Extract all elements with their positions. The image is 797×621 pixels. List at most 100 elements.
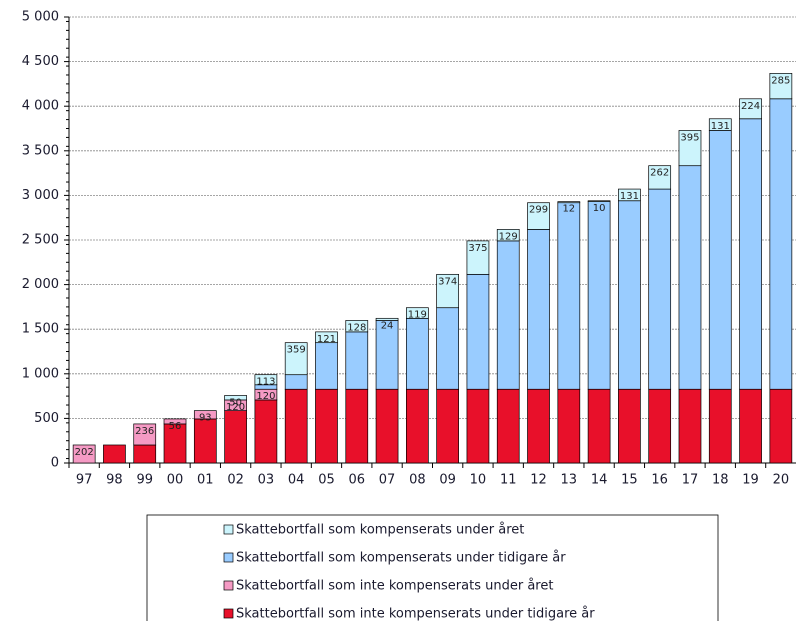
x-tick-label: 06	[348, 473, 365, 488]
x-tick-label: 97	[76, 473, 93, 488]
y-tick-label: 3 500	[22, 143, 59, 158]
x-tick-label: 18	[712, 473, 729, 488]
y-tick-label: 1 500	[22, 322, 59, 337]
bar-segment	[224, 410, 247, 464]
bar-segment	[193, 418, 217, 464]
bar-segment	[436, 388, 459, 464]
value-label: 56	[169, 421, 182, 432]
x-tick-label: 19	[742, 473, 759, 488]
bar-segment	[193, 410, 217, 420]
value-label: 299	[529, 205, 548, 216]
legend-swatch	[223, 580, 234, 591]
bar-segment	[163, 418, 187, 425]
bar-segment	[739, 98, 762, 120]
bar-segment	[496, 388, 520, 464]
value-label: 202	[75, 447, 94, 458]
bar-segment	[618, 200, 641, 390]
bar-segment	[436, 273, 459, 309]
bar-segment	[284, 342, 308, 376]
y-tick-label: 3 000	[22, 188, 59, 203]
bar-segment	[769, 388, 793, 464]
bar-segment	[496, 240, 520, 390]
bar-segment	[406, 307, 429, 319]
bar-segment	[648, 388, 672, 464]
value-label: 359	[287, 345, 306, 356]
legend-swatch	[223, 552, 234, 563]
bar-segment	[466, 273, 490, 390]
value-label: 24	[381, 320, 394, 331]
bar-segment	[527, 229, 550, 390]
x-tick-label: 04	[288, 473, 305, 488]
legend-label: Skattebortfall som kompenserats under ti…	[236, 551, 566, 566]
bar-segment	[345, 388, 369, 464]
legend-swatch	[223, 608, 234, 619]
y-tick-label: 1 000	[22, 366, 59, 381]
value-label: 128	[347, 322, 366, 333]
value-label: 262	[650, 168, 669, 179]
value-label: 395	[680, 132, 699, 143]
x-tick-label: 05	[318, 473, 335, 488]
bar-segment	[769, 98, 793, 390]
y-tick-label: 5 000	[22, 10, 59, 25]
y-tick-label: 500	[34, 411, 59, 426]
bar-segment	[375, 317, 399, 321]
value-label: 131	[620, 191, 639, 202]
y-tick-label: 0	[51, 456, 59, 471]
x-tick-label: 02	[227, 473, 244, 488]
bar-segment	[618, 188, 641, 202]
x-tick-label: 08	[409, 473, 426, 488]
x-tick-label: 07	[379, 473, 396, 488]
legend-label: Skattebortfall som inte kompenserats und…	[236, 607, 595, 621]
bar-segment	[345, 331, 369, 390]
value-label: 120	[226, 402, 245, 413]
value-label: 374	[438, 276, 457, 287]
bar-segment	[103, 444, 126, 464]
bar-segment	[254, 374, 278, 386]
bar-segment	[284, 388, 308, 464]
bar-segment	[284, 374, 308, 390]
bar-segment	[648, 165, 672, 190]
bar-segment	[406, 317, 429, 390]
value-label: 120	[256, 391, 275, 402]
bar-segment	[708, 388, 732, 464]
value-label: 113	[256, 377, 275, 388]
value-label: 285	[771, 75, 790, 86]
x-tick-label: 16	[651, 473, 668, 488]
y-tick-label: 4 500	[22, 54, 59, 69]
bar-segment	[496, 229, 520, 242]
bar-segment	[406, 388, 429, 464]
bar-segment	[133, 444, 157, 464]
bar-segment	[678, 130, 702, 167]
x-tick-label: 09	[439, 473, 456, 488]
legend-label: Skattebortfall som kompenserats under år…	[236, 523, 524, 538]
bar-segment	[708, 130, 732, 390]
legend-swatch	[223, 524, 234, 535]
value-label: 93	[199, 413, 212, 424]
bar-segment	[436, 307, 459, 390]
legend-box	[146, 514, 719, 621]
value-label: 129	[499, 231, 518, 242]
bar-segment	[315, 342, 338, 390]
x-tick-label: 11	[500, 473, 517, 488]
legend-label: Skattebortfall som inte kompenserats und…	[236, 579, 553, 594]
bar-segment	[739, 388, 762, 464]
bar-segment	[557, 202, 581, 390]
value-label: 50	[229, 397, 242, 408]
y-tick-label: 2 000	[22, 277, 59, 292]
bar-segment	[587, 200, 611, 202]
bar-segment	[133, 423, 157, 446]
bar-segment	[224, 395, 247, 401]
bar-segment	[557, 388, 581, 464]
bar-segment	[466, 240, 490, 275]
bar-segment	[769, 73, 793, 100]
value-label: 119	[408, 310, 427, 321]
bar-segment	[315, 388, 338, 464]
x-tick-label: 00	[167, 473, 184, 488]
x-tick-label: 13	[561, 473, 578, 488]
bar-segment	[345, 320, 369, 333]
y-tick-label: 2 500	[22, 233, 59, 248]
bar-segment	[678, 165, 702, 390]
bar-segment	[618, 388, 641, 464]
bar-segment	[466, 388, 490, 464]
